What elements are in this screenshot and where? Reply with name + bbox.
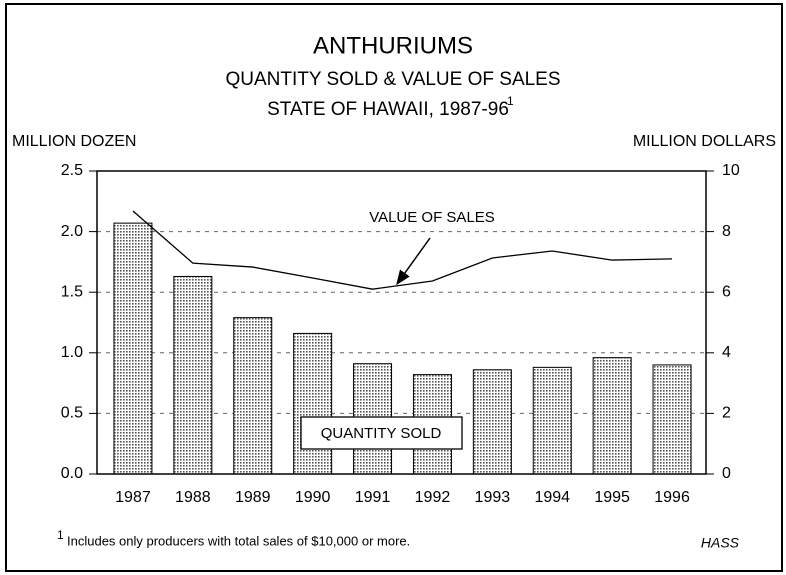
bar <box>293 332 333 475</box>
bar <box>592 357 632 475</box>
y-tick-label: 0.0 <box>61 465 83 482</box>
arrow <box>396 237 431 286</box>
y-tick-label: 1.0 <box>61 344 83 361</box>
bar <box>652 364 692 475</box>
footnote: Includes only producers with total sales… <box>67 533 410 548</box>
source: HASS <box>701 535 740 551</box>
y2-tick-label: 0 <box>722 465 731 482</box>
bar <box>233 317 273 475</box>
y2-axis-label: MILLION DOLLARS <box>633 133 776 150</box>
y2-tick-label: 8 <box>722 223 731 240</box>
y-axis-label: MILLION DOZEN <box>12 133 136 150</box>
x-tick-label: 1987 <box>115 489 151 506</box>
bar <box>532 366 572 475</box>
y-tick-label: 0.5 <box>61 405 83 422</box>
y-tick-label: 2.5 <box>61 162 83 179</box>
x-tick-label: 1995 <box>594 489 630 506</box>
y-tick-label: 1.5 <box>61 283 83 300</box>
footnote-marker: 1 <box>57 528 64 542</box>
chart-subtitle: QUANTITY SOLD & VALUE OF SALES <box>225 69 560 90</box>
x-tick-label: 1990 <box>295 489 331 506</box>
chart-subtitle: STATE OF HAWAII, 1987-96 <box>267 99 509 120</box>
frame <box>5 3 783 572</box>
y2-tick-label: 2 <box>722 405 731 422</box>
y-tick-label: 2.0 <box>61 223 83 240</box>
chart-title: ANTHURIUMS <box>313 32 473 59</box>
x-tick-label: 1992 <box>415 489 451 506</box>
y2-tick-label: 10 <box>722 162 740 179</box>
bar <box>173 275 213 475</box>
plot-frame <box>96 170 707 475</box>
x-tick-label: 1989 <box>235 489 271 506</box>
y2-tick-label: 6 <box>722 283 731 300</box>
x-tick-label: 1991 <box>355 489 391 506</box>
x-tick-label: 1993 <box>475 489 511 506</box>
bar-label: QUANTITY SOLD <box>321 425 442 442</box>
label-box <box>300 416 463 450</box>
x-tick-label: 1988 <box>175 489 211 506</box>
line-label: VALUE OF SALES <box>369 209 495 226</box>
bar <box>113 222 153 475</box>
x-tick-label: 1996 <box>654 489 690 506</box>
y2-tick-label: 4 <box>722 344 731 361</box>
footnote-marker: 1 <box>507 94 514 108</box>
x-tick-label: 1994 <box>534 489 570 506</box>
bar <box>472 369 512 475</box>
